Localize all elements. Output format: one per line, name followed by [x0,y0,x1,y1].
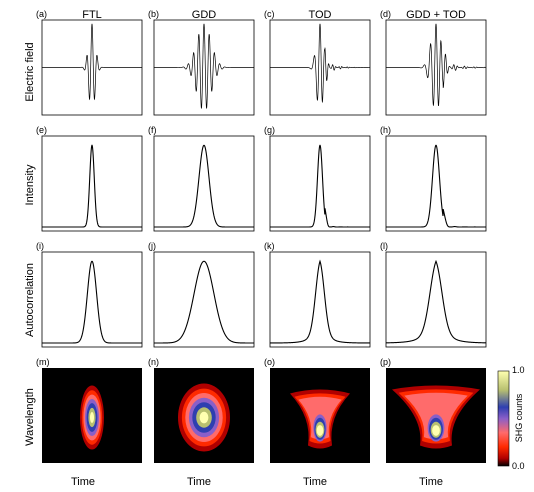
panel-letter-l: (l) [380,241,388,251]
trace-autocorrelation-tod [270,259,370,344]
colorbar [497,370,510,467]
xlabel-gdd-tod: Time [419,476,443,488]
trace-electric-field-tod [270,23,371,104]
panel-letter-k: (k) [264,241,275,251]
trace-electric-field-ftl [42,23,142,101]
trace-intensity-gdd-tod [386,144,486,228]
xlabel-tod: Time [303,476,327,488]
trace-intensity-ftl [42,144,142,228]
row-labels: Electric field Intensity Autocorrelation… [24,42,36,445]
panel-letters: (a) (b) (c) (d) (e) (f) (g) (h) (i) (j) … [36,9,391,367]
panel-intensity-gdd [153,135,255,232]
trace-electric-field-gdd [154,23,254,109]
plot-frame [385,251,487,348]
heatmap-contour-level-6 [199,411,209,424]
trace-electric-field-gdd-tod [386,23,487,107]
panel-intensity-ftl [41,135,143,232]
panel-electric-field-gdd-tod [385,19,487,116]
col-title-tod: TOD [308,9,331,21]
heatmap-contour-level-6 [89,412,95,423]
ylabel-wavelength: Wavelength [24,388,36,446]
plot-frame [153,135,255,232]
plot-frame [385,135,487,232]
panel-letter-j: (j) [148,241,156,251]
column-titles: FTL GDD TOD GDD + TOD [82,9,466,21]
panel-letter-e: (e) [36,125,47,135]
heatmap-contour-level-6 [316,425,324,436]
panel-autocorrelation-gdd [153,251,255,348]
xlabel-gdd: Time [187,476,211,488]
panel-letter-m: (m) [36,357,50,367]
panel-wavelength-gdd-tod [386,368,486,463]
colorbar-label: SHG counts [514,393,524,442]
colorbar-min-label: 0.0 [512,461,525,471]
panel-intensity-tod [269,135,371,232]
panel-letter-c: (c) [264,9,275,19]
ylabel-electric-field: Electric field [24,42,36,101]
panels [41,19,487,463]
trace-autocorrelation-gdd [154,260,254,344]
trace-intensity-gdd [154,144,254,228]
panel-letter-g: (g) [264,125,275,135]
col-title-gdd-tod: GDD + TOD [406,9,466,21]
xlabel-ftl: Time [71,476,95,488]
panel-letter-o: (o) [264,357,275,367]
col-title-gdd: GDD [192,9,217,21]
trace-intensity-tod [270,144,370,228]
panel-autocorrelation-tod [269,251,371,348]
panel-letter-b: (b) [148,9,159,19]
heatmap-blob-ftl [80,385,104,450]
panel-electric-field-gdd [153,19,255,116]
panel-autocorrelation-ftl [41,251,143,348]
panel-electric-field-ftl [41,19,143,116]
col-title-ftl: FTL [82,9,102,21]
panel-letter-h: (h) [380,125,391,135]
trace-autocorrelation-gdd-tod [386,259,486,344]
panel-letter-i: (i) [36,241,44,251]
plot-frame [269,251,371,348]
panel-letter-f: (f) [148,125,157,135]
heatmap-blob-gdd [178,383,230,452]
panel-autocorrelation-gdd-tod [385,251,487,348]
plot-frame [269,135,371,232]
heatmap-blob-gdd-tod [392,385,480,449]
panel-letter-d: (d) [380,9,391,19]
ylabel-autocorrelation: Autocorrelation [24,263,36,337]
panel-wavelength-tod [270,368,370,463]
heatmap-blob-tod [290,389,350,449]
panel-letter-n: (n) [148,357,159,367]
panel-letter-p: (p) [380,357,391,367]
x-labels: Time Time Time Time [71,476,443,488]
trace-autocorrelation-ftl [42,260,142,344]
plot-frame [41,135,143,232]
panel-intensity-gdd-tod [385,135,487,232]
panel-letter-a: (a) [36,9,47,19]
heatmap-contour-level-6 [432,425,440,436]
plot-frame [41,251,143,348]
panel-wavelength-ftl [42,368,142,463]
plot-frame [153,251,255,348]
panel-electric-field-tod [269,19,371,116]
panel-wavelength-gdd [154,368,254,463]
ylabel-intensity: Intensity [24,164,36,205]
colorbar-max-label: 1.0 [512,365,525,375]
